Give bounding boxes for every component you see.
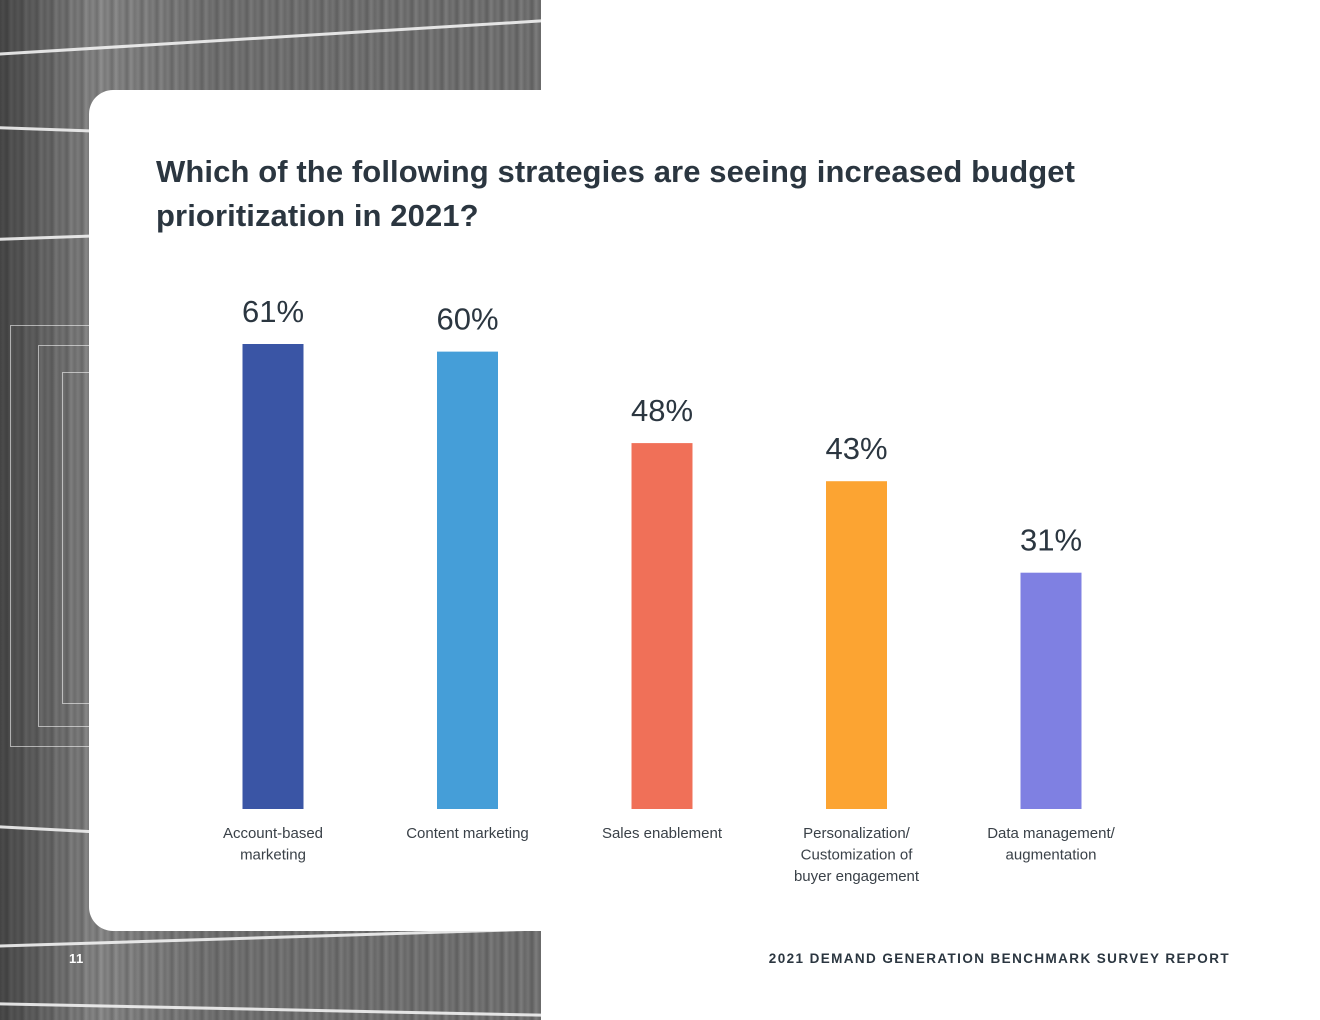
category-label-line: Personalization/ xyxy=(803,825,911,842)
bar-value-label: 43% xyxy=(825,431,887,466)
category-label-line: Data management/ xyxy=(987,825,1115,842)
category-label: Data management/augmentation xyxy=(987,825,1115,864)
category-label: Sales enablement xyxy=(602,825,723,842)
category-label-line: Customization of xyxy=(801,847,914,864)
bar-1 xyxy=(242,344,304,809)
category-label-line: augmentation xyxy=(1006,847,1097,864)
category-label-line: Sales enablement xyxy=(602,825,723,842)
bar-value-label: 31% xyxy=(1020,523,1082,558)
category-label-line: marketing xyxy=(240,847,306,864)
report-title: 2021 DEMAND GENERATION BENCHMARK SURVEY … xyxy=(768,951,1230,966)
bar-4 xyxy=(826,481,887,809)
category-label-line: Content marketing xyxy=(406,825,529,842)
category-label: Content marketing xyxy=(406,825,529,842)
category-label-line: buyer engagement xyxy=(794,868,920,885)
category-label: Account-based marketing xyxy=(223,825,323,864)
category-label-line: Account-based xyxy=(223,825,323,842)
bar-2 xyxy=(437,351,498,809)
bar-5 xyxy=(1020,572,1082,809)
bar-value-label: 48% xyxy=(631,393,693,428)
bar-value-label: 61% xyxy=(242,294,304,329)
category-label: Personalization/Customization of buyer en… xyxy=(794,825,920,885)
chart-title: Which of the following strategies are se… xyxy=(156,154,1076,233)
page-number: 11 xyxy=(69,951,84,966)
bar-value-label: 60% xyxy=(436,302,498,337)
bar-3 xyxy=(631,443,693,809)
